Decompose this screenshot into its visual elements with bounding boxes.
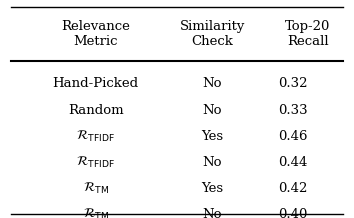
Text: $\mathcal{R}_{\mathrm{TM}}$: $\mathcal{R}_{\mathrm{TM}}$ <box>82 207 109 218</box>
Text: Hand-Picked: Hand-Picked <box>52 77 139 90</box>
Text: Yes: Yes <box>201 182 223 195</box>
Text: 0.33: 0.33 <box>278 104 308 117</box>
Text: 0.42: 0.42 <box>279 182 308 195</box>
Text: 0.44: 0.44 <box>279 156 308 169</box>
Text: 0.40: 0.40 <box>279 208 308 218</box>
Text: No: No <box>202 208 222 218</box>
Text: Similarity
Check: Similarity Check <box>180 20 245 48</box>
Text: Random: Random <box>68 104 124 117</box>
Text: No: No <box>202 156 222 169</box>
Text: 0.46: 0.46 <box>279 130 308 143</box>
Text: Top-20
Recall: Top-20 Recall <box>285 20 331 48</box>
Text: Yes: Yes <box>201 130 223 143</box>
Text: $\mathcal{R}_{\mathrm{TFIDF}}$: $\mathcal{R}_{\mathrm{TFIDF}}$ <box>76 155 115 170</box>
Text: 0.32: 0.32 <box>279 77 308 90</box>
Text: $\mathcal{R}_{\mathrm{TFIDF}}$: $\mathcal{R}_{\mathrm{TFIDF}}$ <box>76 129 115 144</box>
Text: $\mathcal{R}_{\mathrm{TM}}$: $\mathcal{R}_{\mathrm{TM}}$ <box>82 181 109 196</box>
Text: No: No <box>202 104 222 117</box>
Text: No: No <box>202 77 222 90</box>
Text: Relevance
Metric: Relevance Metric <box>61 20 130 48</box>
